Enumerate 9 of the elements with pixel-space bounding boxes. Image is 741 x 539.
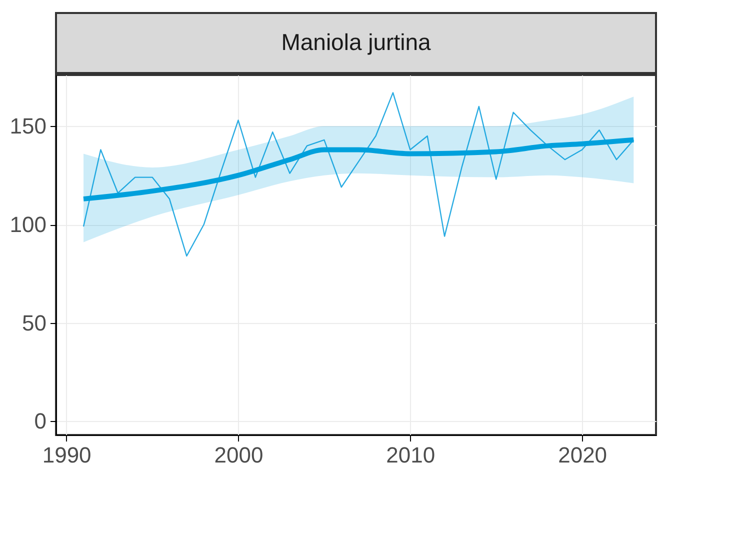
- y-tick-label: 150: [10, 114, 46, 139]
- y-tick-label: 50: [22, 310, 46, 336]
- x-tick-label: 2000: [214, 442, 264, 468]
- y-tick-label: 100: [10, 212, 46, 238]
- x-tick-label: 2010: [386, 442, 436, 468]
- x-tick-label: 2020: [558, 442, 608, 468]
- chart-title: Maniola jurtina: [281, 29, 431, 55]
- y-tick-label: 0: [34, 408, 46, 434]
- x-tick-label: 1990: [42, 442, 92, 468]
